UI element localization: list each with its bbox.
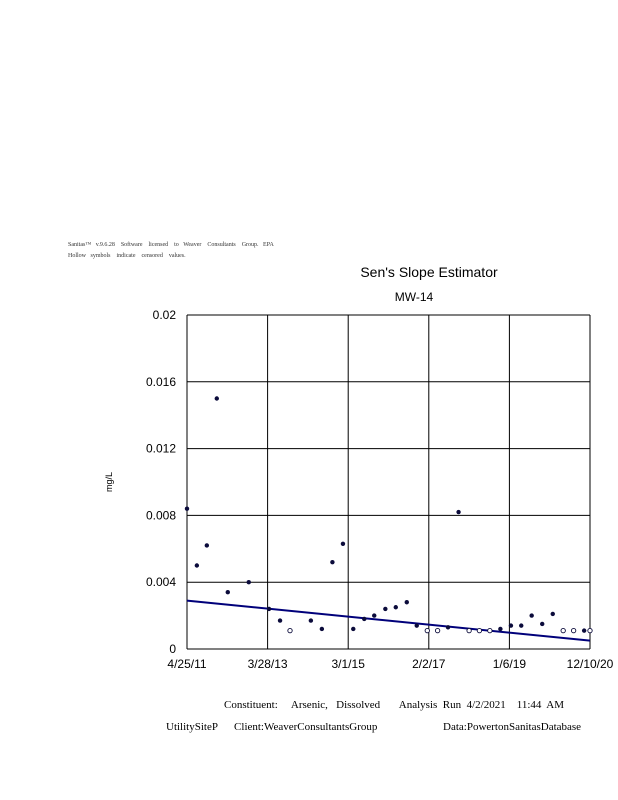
censored-data-point [570, 627, 577, 634]
data-point [330, 559, 335, 565]
chart-subtitle: MW-14 [395, 290, 434, 304]
data-point [340, 541, 346, 546]
data-point [362, 616, 367, 622]
chart-title: Sen's Slope Estimator [360, 264, 498, 280]
censored-data-point [466, 627, 472, 634]
data-points [184, 396, 593, 634]
data-point [456, 509, 461, 515]
data-point [508, 623, 514, 628]
x-tick-label: 2/2/17 [412, 657, 446, 671]
y-tick-label: 0.016 [146, 375, 176, 389]
data-point [540, 621, 545, 627]
data-point [404, 600, 409, 605]
data-point [519, 623, 524, 628]
license-line: Sanitas™ v.9.6.28 Software licensed to W… [68, 242, 274, 248]
data-point [351, 626, 356, 632]
footer-line1: Constituent: Arsenic, Dissolved Analysis… [224, 699, 564, 711]
data-point [277, 618, 283, 623]
data-point [581, 628, 587, 633]
x-tick-label: 4/25/11 [167, 657, 206, 671]
data-point [319, 626, 325, 632]
data-point [414, 623, 419, 628]
censored-data-point [287, 627, 293, 634]
data-point [498, 626, 503, 632]
x-tick-label: 3/28/13 [248, 657, 288, 671]
censored-data-point [487, 627, 493, 634]
data-point [214, 396, 219, 401]
data-point [266, 606, 272, 612]
y-tick-label: 0.008 [146, 508, 176, 522]
x-tick-label: 12/10/20 [567, 657, 614, 671]
data-point [194, 563, 200, 568]
x-tick-label: 1/6/19 [493, 657, 527, 671]
data-point [529, 613, 534, 618]
data-point [445, 625, 451, 630]
sens-slope-trend-line [186, 599, 591, 642]
y-axis-label: mg/L [104, 472, 114, 492]
data-point [372, 613, 377, 618]
censored-data-point [476, 627, 483, 634]
sens-slope-chart: Sen's Slope Estimator MW-14 mg/L 4/25/11… [104, 264, 614, 671]
data-point [308, 618, 314, 623]
censored-data-point [560, 627, 566, 634]
data-point [393, 605, 398, 610]
y-tick-label: 0.012 [146, 442, 176, 456]
censored-data-point [424, 627, 430, 634]
data-point [550, 611, 555, 617]
data-point [204, 543, 210, 548]
y-tick-label: 0.004 [146, 575, 176, 589]
data-point [184, 506, 190, 511]
tick-labels: 4/25/11 3/28/13 3/1/15 2/2/17 1/6/19 12/10/20… [146, 308, 614, 671]
censored-data-point [434, 627, 441, 634]
data-point [225, 590, 230, 595]
footer-line2-left: UtilitySiteP Client:WeaverConsultantsGro… [166, 721, 378, 733]
gridlines [186, 314, 591, 650]
x-tick-label: 3/1/15 [332, 657, 366, 671]
footer-line2-right: Data:PowertonSanitasDatabase [443, 721, 582, 733]
y-tick-label: 0 [169, 642, 176, 656]
trend-line-group [186, 599, 591, 642]
censored-note: Hollow symbols indicate censored values. [68, 253, 186, 259]
censored-data-point [587, 627, 593, 634]
data-point [246, 580, 251, 585]
y-tick-label: 0.02 [153, 308, 177, 322]
data-point [383, 606, 388, 612]
